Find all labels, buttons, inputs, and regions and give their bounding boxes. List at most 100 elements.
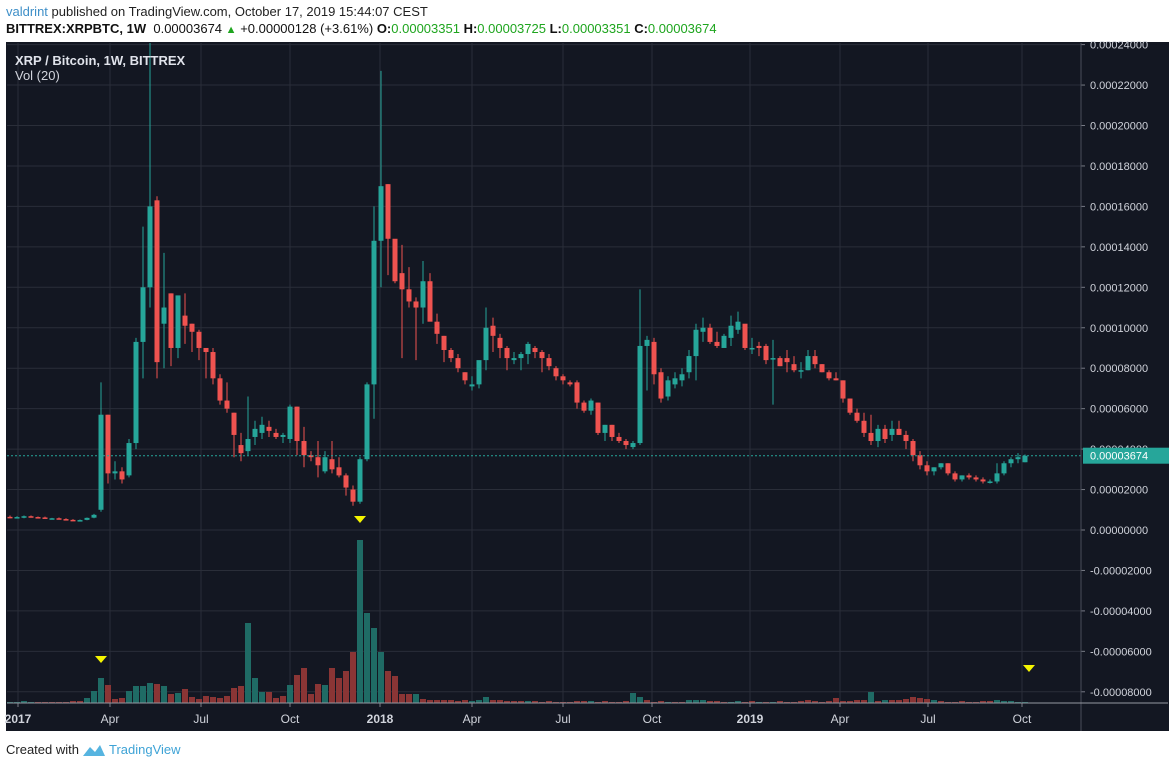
- x-axis-tick-label: 2017: [5, 712, 32, 726]
- candle: [42, 517, 48, 519]
- volume-bar: [371, 628, 377, 703]
- tradingview-logo-icon: [82, 744, 105, 756]
- candle: [322, 457, 328, 472]
- x-axis-tick-label: Oct: [1013, 712, 1032, 726]
- candle: [770, 358, 776, 360]
- volume-bar: [84, 698, 90, 703]
- volume-bar: [413, 694, 419, 703]
- symbol-info-bar: BITTREX:XRPBTC, 1W 0.00003674 ▲ +0.00000…: [6, 21, 717, 36]
- candle: [84, 517, 90, 520]
- volume-bar: [581, 701, 587, 703]
- volume-bar: [343, 671, 349, 703]
- candle: [903, 434, 909, 442]
- volume-bar: [497, 700, 503, 703]
- candle: [840, 380, 846, 399]
- up-arrow-icon: ▲: [225, 24, 237, 36]
- last-price-label: 0.00003674: [1090, 451, 1148, 463]
- close-value: 0.00003674: [647, 21, 717, 36]
- volume-bar: [490, 700, 496, 703]
- volume-bar: [259, 692, 265, 703]
- candle: [196, 331, 202, 348]
- candle: [385, 184, 391, 239]
- x-axis-tick-label: Apr: [101, 712, 120, 726]
- candle: [7, 516, 13, 519]
- y-axis-tick-label: 0.00008000: [1090, 363, 1148, 375]
- candle: [938, 463, 944, 468]
- volume-bar: [203, 696, 209, 703]
- volume-bar: [931, 700, 937, 703]
- volume-bar: [511, 701, 517, 703]
- candle: [679, 374, 685, 381]
- candle: [980, 479, 986, 482]
- candle: [98, 414, 104, 510]
- x-axis-tick-label: Oct: [643, 712, 662, 726]
- volume-bar: [889, 700, 895, 703]
- chart-frame[interactable]: [6, 42, 1169, 731]
- volume-bar: [329, 668, 335, 703]
- candle: [343, 475, 349, 488]
- volume-bar: [140, 686, 146, 703]
- candle: [784, 358, 790, 363]
- volume-bar: [882, 700, 888, 703]
- candle: [266, 426, 272, 431]
- volume-bar: [938, 701, 944, 703]
- candle: [259, 424, 265, 433]
- volume-bar: [105, 685, 111, 703]
- signal-marker-icon: [354, 516, 366, 523]
- volume-bar: [308, 694, 314, 703]
- candle: [126, 443, 132, 476]
- volume-bar: [448, 700, 454, 703]
- candle: [560, 376, 566, 381]
- candle: [21, 516, 27, 518]
- volume-bar: [77, 701, 83, 703]
- candle: [1015, 457, 1021, 460]
- volume-bar: [1001, 701, 1007, 703]
- volume-bar: [161, 686, 167, 703]
- candle: [644, 339, 650, 346]
- volume-bar: [903, 699, 909, 703]
- candle: [777, 358, 783, 367]
- candle: [455, 358, 461, 369]
- volume-bar: [980, 701, 986, 703]
- volume-bar: [693, 700, 699, 703]
- tradingview-brand-link[interactable]: TradingView: [108, 742, 181, 757]
- candle: [462, 372, 468, 381]
- candle: [273, 432, 279, 437]
- volume-bar: [777, 701, 783, 703]
- volume-bar: [399, 694, 405, 703]
- candle: [749, 347, 755, 350]
- candle: [805, 356, 811, 371]
- volume-bar: [574, 701, 580, 703]
- author-link[interactable]: valdrint: [6, 4, 48, 19]
- volume-bar: [875, 701, 881, 703]
- candle: [357, 459, 363, 502]
- candle: [973, 477, 979, 480]
- candle: [686, 356, 692, 373]
- y-axis-tick-label: 0.00020000: [1090, 121, 1148, 133]
- x-axis-tick-label: Apr: [831, 712, 850, 726]
- volume-bar: [420, 699, 426, 703]
- volume-bar: [924, 699, 930, 703]
- created-with-label: Created with: [6, 742, 79, 757]
- candle: [532, 347, 538, 353]
- volume-bar: [196, 699, 202, 703]
- candle: [483, 327, 489, 361]
- candle: [1022, 455, 1028, 463]
- candle: [70, 519, 76, 522]
- candle: [735, 321, 741, 330]
- candle: [252, 428, 258, 437]
- candle: [651, 341, 657, 375]
- candle: [553, 368, 559, 377]
- low-label: L:: [549, 21, 562, 36]
- volume-bar: [224, 696, 230, 703]
- candle: [917, 455, 923, 466]
- candle: [791, 364, 797, 371]
- volume-bar: [322, 685, 328, 703]
- candle: [238, 445, 244, 454]
- volume-bar: [266, 692, 272, 703]
- candle: [224, 400, 230, 409]
- candle: [469, 384, 475, 387]
- volume-bar: [350, 652, 356, 703]
- x-axis-tick-label: Jul: [193, 712, 208, 726]
